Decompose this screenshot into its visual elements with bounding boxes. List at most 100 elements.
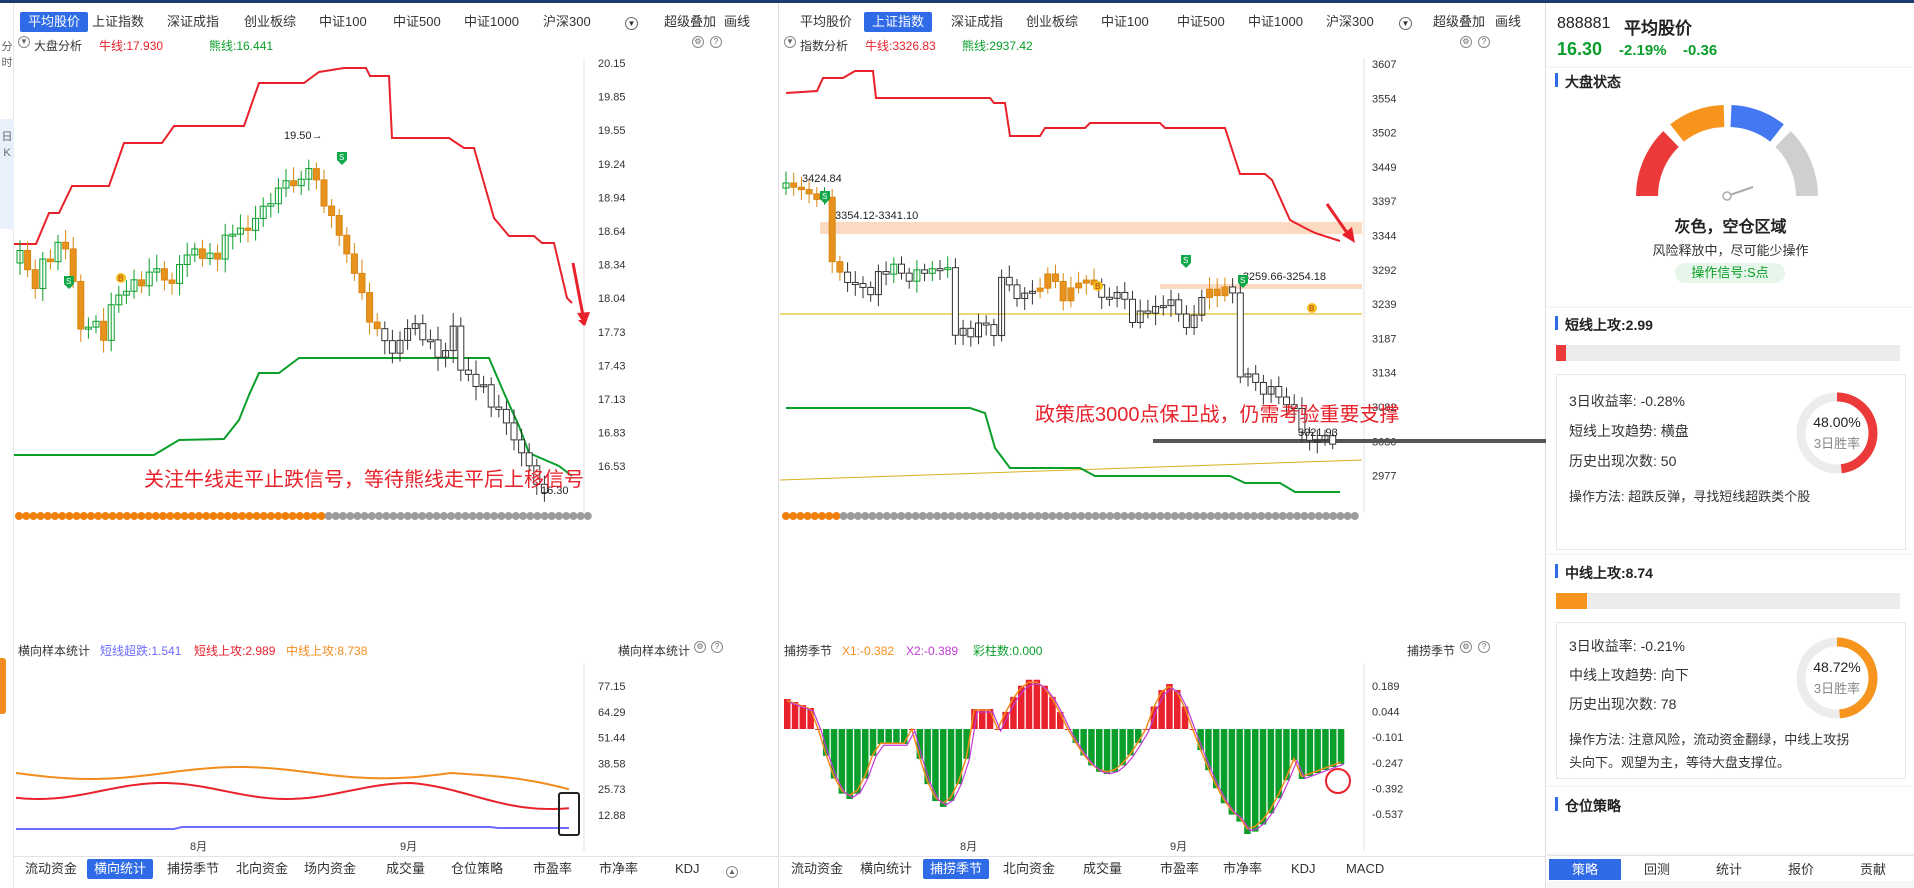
lower-indicator-name[interactable]: 捕捞季节 bbox=[784, 644, 833, 658]
status-dot bbox=[108, 512, 117, 520]
candle-body bbox=[1283, 396, 1290, 406]
tab-pb[interactable]: 市净率 bbox=[599, 861, 639, 876]
y-tick-label: -0.537 bbox=[1372, 809, 1403, 821]
super-overlay-button[interactable]: 超级叠加 bbox=[664, 14, 717, 29]
status-dot bbox=[1185, 512, 1194, 520]
candle-body bbox=[442, 350, 450, 358]
stock-code: 888881 bbox=[1557, 15, 1611, 32]
indicator-name[interactable]: 大盘分析 bbox=[34, 39, 83, 53]
position-strategy-card: 仓位策略 bbox=[1547, 787, 1914, 853]
candle-body bbox=[138, 279, 146, 287]
period-label-shi[interactable]: 时 bbox=[1, 57, 13, 69]
status-dot bbox=[547, 512, 556, 520]
tab-position[interactable]: 仓位策略 bbox=[451, 861, 504, 876]
tab-cyb[interactable]: 创业板综 bbox=[244, 14, 297, 29]
candle-body bbox=[457, 325, 465, 371]
tab-sh-index[interactable]: 上证指数 bbox=[92, 14, 145, 29]
tab-avg-price[interactable]: 平均股价 bbox=[20, 12, 89, 32]
status-dot bbox=[497, 512, 506, 520]
tab-pe[interactable]: 市盈率 bbox=[1160, 861, 1200, 876]
tab-sz-index[interactable]: 深证成指 bbox=[951, 14, 1004, 29]
tab-zz100[interactable]: 中证100 bbox=[319, 14, 367, 29]
short-attack-card: 短线上攻:2.99 3日收益率: -0.28% 短线上攻趋势: 横盘 历史出现次… bbox=[1547, 308, 1914, 553]
tab-pe[interactable]: 市盈率 bbox=[533, 861, 573, 876]
left-lower-chart[interactable]: 77.15 64.29 51.44 38.58 25.73 12.88 8月 9月 bbox=[14, 663, 779, 855]
tab-zz500[interactable]: 中证500 bbox=[393, 14, 441, 29]
buy-signal-b-icon bbox=[1093, 281, 1103, 291]
candle-body bbox=[882, 271, 890, 275]
tab-onfloor[interactable]: 场内资金 bbox=[304, 861, 357, 876]
ring-progress bbox=[1796, 392, 1878, 474]
left-kline-chart[interactable]: 20.15 19.85 19.55 19.24 18.94 18.64 18.34 18.04… bbox=[14, 58, 779, 618]
index-tab-bar: 平均股价 上证指数 深证成指 创业板综 中证100 中证500 中证1000 沪… bbox=[780, 8, 1545, 34]
lower-indicator-name[interactable]: 横向样本统计 bbox=[18, 644, 91, 658]
super-overlay-button[interactable]: 超级叠加 bbox=[1433, 14, 1486, 29]
tab-zz500[interactable]: 中证500 bbox=[1177, 14, 1225, 29]
tab-horizontal-stats[interactable]: 横向统计 bbox=[860, 861, 913, 876]
more-dropdown[interactable]: ▼ bbox=[617, 12, 646, 32]
status-dot bbox=[933, 512, 942, 520]
mid-attack-line bbox=[15, 766, 570, 791]
section-marker bbox=[1555, 797, 1558, 811]
status-dot bbox=[947, 512, 956, 520]
tab-pb[interactable]: 市净率 bbox=[1223, 861, 1263, 876]
tab-northbound[interactable]: 北向资金 bbox=[1003, 861, 1056, 876]
tab-kdj[interactable]: KDJ bbox=[1291, 861, 1316, 876]
tab-sz-index[interactable]: 深证成指 bbox=[167, 14, 220, 29]
y-tick-label: 18.64 bbox=[598, 226, 626, 238]
tab-sh-index[interactable]: 上证指数 bbox=[864, 12, 933, 32]
status-dot bbox=[101, 512, 110, 520]
histogram-bar bbox=[823, 729, 830, 756]
tab-volume[interactable]: 成交量 bbox=[386, 861, 426, 876]
x-axis-label: 8月 bbox=[960, 841, 977, 853]
tab-liquidity[interactable]: 流动资金 bbox=[25, 861, 78, 876]
expand-up-icon[interactable]: ▲ bbox=[726, 862, 738, 878]
candle-body bbox=[373, 321, 381, 330]
tab-strategy[interactable]: 策略 bbox=[1549, 859, 1621, 880]
tab-contribution[interactable]: 贡献 bbox=[1859, 862, 1886, 877]
y-tick-label: 3397 bbox=[1372, 196, 1396, 208]
tab-zz1000[interactable]: 中证1000 bbox=[464, 14, 519, 29]
indicator-name[interactable]: 指数分析 bbox=[800, 39, 849, 53]
bear-line bbox=[14, 357, 573, 477]
short-attack-title: 短线上攻:2.99 bbox=[1565, 317, 1653, 333]
status-dot bbox=[396, 512, 405, 520]
tab-liquidity[interactable]: 流动资金 bbox=[791, 861, 844, 876]
period-label-ri[interactable]: 日 bbox=[1, 131, 13, 143]
period-selected-highlight bbox=[0, 119, 14, 229]
tab-fishing-season[interactable]: 捕捞季节 bbox=[167, 861, 220, 876]
bear-line-value: 熊线:16.441 bbox=[209, 39, 274, 53]
draw-line-button[interactable]: 画线 bbox=[1495, 14, 1522, 29]
tab-zz1000[interactable]: 中证1000 bbox=[1248, 14, 1303, 29]
indicator-tab-bar: 流动资金 横向统计 捕捞季节 北向资金 成交量 市盈率 市净率 KDJ MACD bbox=[780, 856, 1545, 881]
tab-kdj[interactable]: KDJ bbox=[675, 861, 700, 876]
tab-zz100[interactable]: 中证100 bbox=[1101, 14, 1149, 29]
tab-quote[interactable]: 报价 bbox=[1787, 862, 1814, 877]
status-dot bbox=[1278, 512, 1287, 520]
candle-body bbox=[176, 263, 184, 284]
tab-statistics[interactable]: 统计 bbox=[1715, 862, 1742, 877]
tab-volume[interactable]: 成交量 bbox=[1083, 861, 1123, 876]
period-label-k[interactable]: K bbox=[3, 147, 11, 159]
more-dropdown[interactable]: ▼ bbox=[1391, 12, 1420, 32]
tab-fishing-season[interactable]: 捕捞季节 bbox=[923, 859, 990, 879]
tab-cyb[interactable]: 创业板综 bbox=[1026, 14, 1079, 29]
tab-macd[interactable]: MACD bbox=[1346, 861, 1385, 876]
tab-hs300[interactable]: 沪深300 bbox=[543, 14, 591, 29]
tab-horizontal-stats[interactable]: 横向统计 bbox=[87, 859, 154, 879]
low-price-label: 16.30 bbox=[541, 485, 569, 497]
status-dot bbox=[1199, 512, 1208, 520]
right-kline-chart[interactable]: 3607 3554 3502 3449 3397 3344 3292 3239 3187 3134… bbox=[780, 58, 1546, 618]
tab-hs300[interactable]: 沪深300 bbox=[1326, 14, 1374, 29]
period-label-fen[interactable]: 分 bbox=[1, 41, 13, 53]
right-lower-chart[interactable]: 0.189 0.044 -0.101 -0.247 -0.392 -0.537 8月 9月 bbox=[780, 663, 1546, 855]
y-tick-label: 19.55 bbox=[598, 125, 626, 137]
candle-body bbox=[366, 292, 374, 323]
tab-backtest[interactable]: 回测 bbox=[1643, 862, 1670, 877]
draw-line-button[interactable]: 画线 bbox=[724, 14, 751, 29]
candle-body bbox=[936, 268, 944, 272]
tab-northbound[interactable]: 北向资金 bbox=[236, 861, 289, 876]
tab-avg-price[interactable]: 平均股价 bbox=[800, 14, 853, 29]
status-dot bbox=[418, 512, 427, 520]
side-expand-handle[interactable] bbox=[0, 658, 6, 714]
